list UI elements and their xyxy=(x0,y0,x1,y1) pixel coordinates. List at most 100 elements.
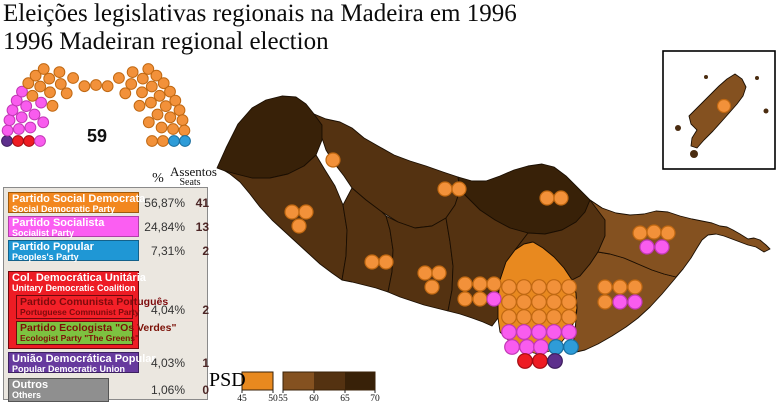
inset-seat-dot xyxy=(716,98,732,114)
parliament-seat-dot-ps xyxy=(6,104,19,117)
parliament-seat-dot-ps xyxy=(1,124,14,137)
parliament-seat-dot-psd xyxy=(34,80,47,93)
results-table: Partido Social Democrata Social Democrat… xyxy=(3,187,209,402)
parliament-seat-dot-psd xyxy=(142,63,155,75)
map-seat-dot-psd xyxy=(561,309,577,325)
percent-column-header: % xyxy=(152,171,164,186)
results-table-header: % Assentos Seats xyxy=(0,165,217,189)
parliament-seat-dot-psd xyxy=(126,66,139,78)
parliament-seat-dot-ps xyxy=(37,116,50,129)
map-seat-dot-psd xyxy=(364,254,380,270)
parliament-diagram xyxy=(1,63,191,147)
parliament-seat-dot-ps xyxy=(10,94,23,107)
scale-swatch-border xyxy=(282,371,376,391)
map-seat-dot-psd xyxy=(546,279,562,295)
map-seat-dot-psd xyxy=(417,265,433,281)
map-seat-dot-ps xyxy=(654,239,670,255)
parliament-seat-dot-psd xyxy=(136,72,149,85)
map-seat-dot-psd xyxy=(378,254,394,270)
parliament-seat-dot-pp xyxy=(179,135,191,147)
parliament-seat-dot-psd xyxy=(176,114,189,127)
map-seat-dot-psd xyxy=(451,181,467,197)
vote-share: 4,04% xyxy=(150,303,185,317)
parliament-seat-dot-psd xyxy=(133,99,146,112)
islet xyxy=(704,75,708,79)
party-name-pt: Outros xyxy=(12,379,49,391)
map-seat-dot-psd xyxy=(597,294,613,310)
parliament-seat-dot-psd xyxy=(26,89,39,102)
parliament-seat-dot-psd xyxy=(153,89,166,102)
parliament-seat-dot-psd xyxy=(142,116,155,129)
map-seat-dot-pp xyxy=(548,339,564,355)
party-color-box-greens: Partido Ecologista "Os Verdes" Ecologist… xyxy=(16,321,177,345)
party-name-en: Ecologist Party "The Greens" xyxy=(20,333,140,343)
map-seat-dot-ps xyxy=(516,324,532,340)
parliament-seat-dot-cdu xyxy=(12,135,24,147)
porto-santo-island xyxy=(688,73,747,149)
scale-swatch-b4550 xyxy=(242,372,273,390)
parliament-seat-dot-psd xyxy=(155,121,168,134)
seat-count: 1 xyxy=(202,355,209,370)
parliament-seat-dot-psd xyxy=(159,100,172,112)
parliament-seat-dot-ps xyxy=(16,85,28,98)
map-seat-dot-psd xyxy=(431,265,447,281)
parliament-seat-dot-ps xyxy=(28,108,41,121)
scale-swatch-border xyxy=(241,371,274,391)
party-name-en: Socialist Party xyxy=(12,228,75,238)
islet xyxy=(675,125,681,131)
party-name-en: Popular Democratic Union xyxy=(12,364,126,374)
map-seat-dot-psd xyxy=(612,279,628,295)
vote-share: 1,06% xyxy=(150,383,185,397)
vote-share: 24,84% xyxy=(144,219,185,234)
map-seat-dot-psd xyxy=(472,291,488,307)
table-row-udp: União Democrática Popular Popular Democr… xyxy=(8,352,209,374)
map-seat-dot-ps xyxy=(533,339,549,355)
map-seat-dot-psd xyxy=(424,279,440,295)
map-seat-dot-udp xyxy=(547,353,563,369)
party-name-pt: Partido Popular xyxy=(12,241,94,253)
scale-tick-label: 60 xyxy=(309,394,319,404)
porto-santo-inset xyxy=(662,50,776,170)
parliament-seat-dot-psd xyxy=(113,72,125,84)
scale-psd-label: PSD xyxy=(209,369,246,391)
map-seat-dot-psd xyxy=(501,279,517,295)
map-seat-dot-psd xyxy=(516,294,532,310)
map-seat-dot-cdu xyxy=(517,353,533,369)
map-seat-dot-psd xyxy=(437,181,453,197)
parliament-seat-dot-psd xyxy=(46,99,59,112)
seat-count: 41 xyxy=(195,195,209,210)
parliament-seat-dot-psd xyxy=(145,80,158,93)
party-name-en: Social Democratic Party xyxy=(12,204,116,214)
map-seat-dot-psd xyxy=(561,279,577,295)
municipality-ribeira-brava xyxy=(385,215,454,312)
map-seat-dot-ps xyxy=(612,294,628,310)
title-english: 1996 Madeiran regional election xyxy=(3,28,329,55)
map-seat-dot-ps xyxy=(519,339,535,355)
party-name-en: Unitary Democratic Coalition xyxy=(12,283,136,293)
parliament-seat-dot-psd xyxy=(54,78,67,90)
party-name-pt: Partido Social Democrata xyxy=(12,193,146,205)
total-seats-label: 59 xyxy=(86,126,108,146)
party-name-pt: Col. Democrática Unitária xyxy=(12,272,146,284)
party-name-pt: Partido Ecologista "Os Verdes" xyxy=(20,322,177,334)
map-seat-dot-ps xyxy=(531,324,547,340)
parliament-seat-dot-psd xyxy=(178,124,191,137)
map-seat-dot-psd xyxy=(298,204,314,220)
parliament-seat-dot-ps xyxy=(35,96,47,109)
title-portuguese: Eleições legislativas regionais na Madei… xyxy=(3,0,517,27)
map-seat-dot-pp xyxy=(563,339,579,355)
scale-tick-label: 70 xyxy=(370,394,380,404)
seat-count: 0 xyxy=(202,383,209,397)
map-seat-dot-psd xyxy=(632,225,648,241)
parliament-seat-dot-psd xyxy=(136,86,148,99)
party-name-pt: Partido Socialista xyxy=(12,217,105,229)
parliament-seat-dot-psd xyxy=(164,85,176,98)
parliament-seat-dot-psd xyxy=(37,63,50,75)
map-seat-dot-psd xyxy=(660,225,676,241)
parliament-seat-dot-psd xyxy=(151,108,164,121)
vote-share: 4,03% xyxy=(150,355,185,370)
parliament-seat-dot-psd xyxy=(90,79,102,91)
page-title: Eleições legislativas regionais na Madei… xyxy=(3,0,517,56)
party-color-box-others: Outros Others xyxy=(8,378,109,402)
